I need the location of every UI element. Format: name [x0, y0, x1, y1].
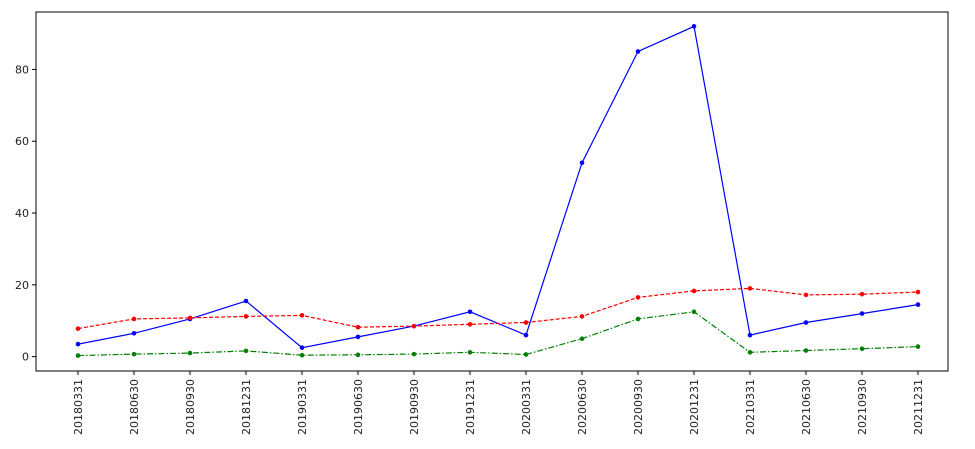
x-tick-label: 20200331 [520, 379, 533, 435]
series-2-point [635, 295, 641, 300]
plot-frame [35, 11, 949, 372]
x-tick-label: 20191231 [464, 379, 477, 435]
series-1-point [523, 332, 529, 338]
series-3-point [859, 346, 865, 352]
series-1-point [355, 334, 361, 340]
x-tick-label: 20200930 [632, 379, 645, 435]
x-tick-label: 20190331 [296, 379, 309, 435]
series-3-point [355, 352, 361, 358]
x-tick-label: 20180331 [72, 379, 85, 435]
series-1-point [915, 302, 921, 307]
series-1-point [691, 24, 697, 29]
y-tick-label: 80 [15, 63, 29, 76]
series-2-point [75, 326, 81, 331]
series-2-point [803, 292, 809, 298]
series-1-point [635, 49, 641, 54]
series-1-point [859, 311, 865, 316]
series-2-point [691, 288, 697, 294]
series-2-point [131, 316, 137, 322]
x-tick-label: 20210630 [800, 379, 813, 435]
series-3-point [635, 316, 641, 322]
series-2-point [299, 313, 305, 318]
series-1-point [75, 341, 81, 347]
x-tick-label: 20201231 [688, 379, 701, 435]
series-2-point [411, 323, 417, 329]
axes-layer: 0 20 40 60 80 20180331 20180630 20180930 2018123… [15, 11, 949, 435]
series-3-point [187, 350, 193, 356]
series-1-point [299, 345, 305, 350]
series-3-point [243, 348, 249, 354]
series-1-point [803, 320, 809, 325]
series-3-point [467, 350, 473, 355]
series-2-point [243, 314, 249, 319]
series-2-point [355, 324, 361, 330]
series-3-point [75, 353, 81, 358]
series-3-point [579, 336, 585, 341]
series-3-point [411, 351, 417, 357]
x-tick-label: 20211231 [912, 379, 925, 435]
series-3-point [747, 350, 753, 355]
series-2-point [523, 320, 529, 325]
x-tick-label: 20200630 [576, 379, 589, 435]
y-tick-label: 0 [22, 351, 29, 364]
x-tick-label: 20180930 [184, 379, 197, 435]
series-1-point [131, 331, 137, 336]
y-tick-label: 40 [15, 207, 29, 220]
series-1-point [579, 160, 585, 166]
series-3-point [299, 352, 305, 358]
series-3-point [915, 344, 921, 349]
x-tick-label: 20181231 [240, 379, 253, 435]
x-tick-label: 20210331 [744, 379, 757, 435]
y-tick-label: 60 [15, 135, 29, 148]
series-1-point [243, 298, 249, 304]
series-3-point [691, 309, 697, 315]
series-2-point [579, 314, 585, 319]
y-tick-label: 20 [15, 279, 29, 292]
series-layer [75, 24, 921, 358]
x-tick-label: 20210930 [856, 379, 869, 435]
series-2-point [859, 291, 865, 297]
series-2-point [747, 286, 753, 291]
series-line-2 [77, 287, 919, 330]
series-1-point [747, 332, 753, 338]
series-1-point [467, 309, 473, 315]
x-tick-label: 20190930 [408, 379, 421, 435]
series-3-point [523, 352, 529, 357]
series-3-point [803, 348, 809, 353]
series-3-point [131, 351, 137, 357]
x-tick-label: 20180630 [128, 379, 141, 435]
x-tick-label: 20190630 [352, 379, 365, 435]
series-2-point [915, 289, 921, 295]
series-line-3 [77, 311, 919, 357]
series-2-point [187, 315, 193, 321]
series-2-point [467, 322, 473, 327]
